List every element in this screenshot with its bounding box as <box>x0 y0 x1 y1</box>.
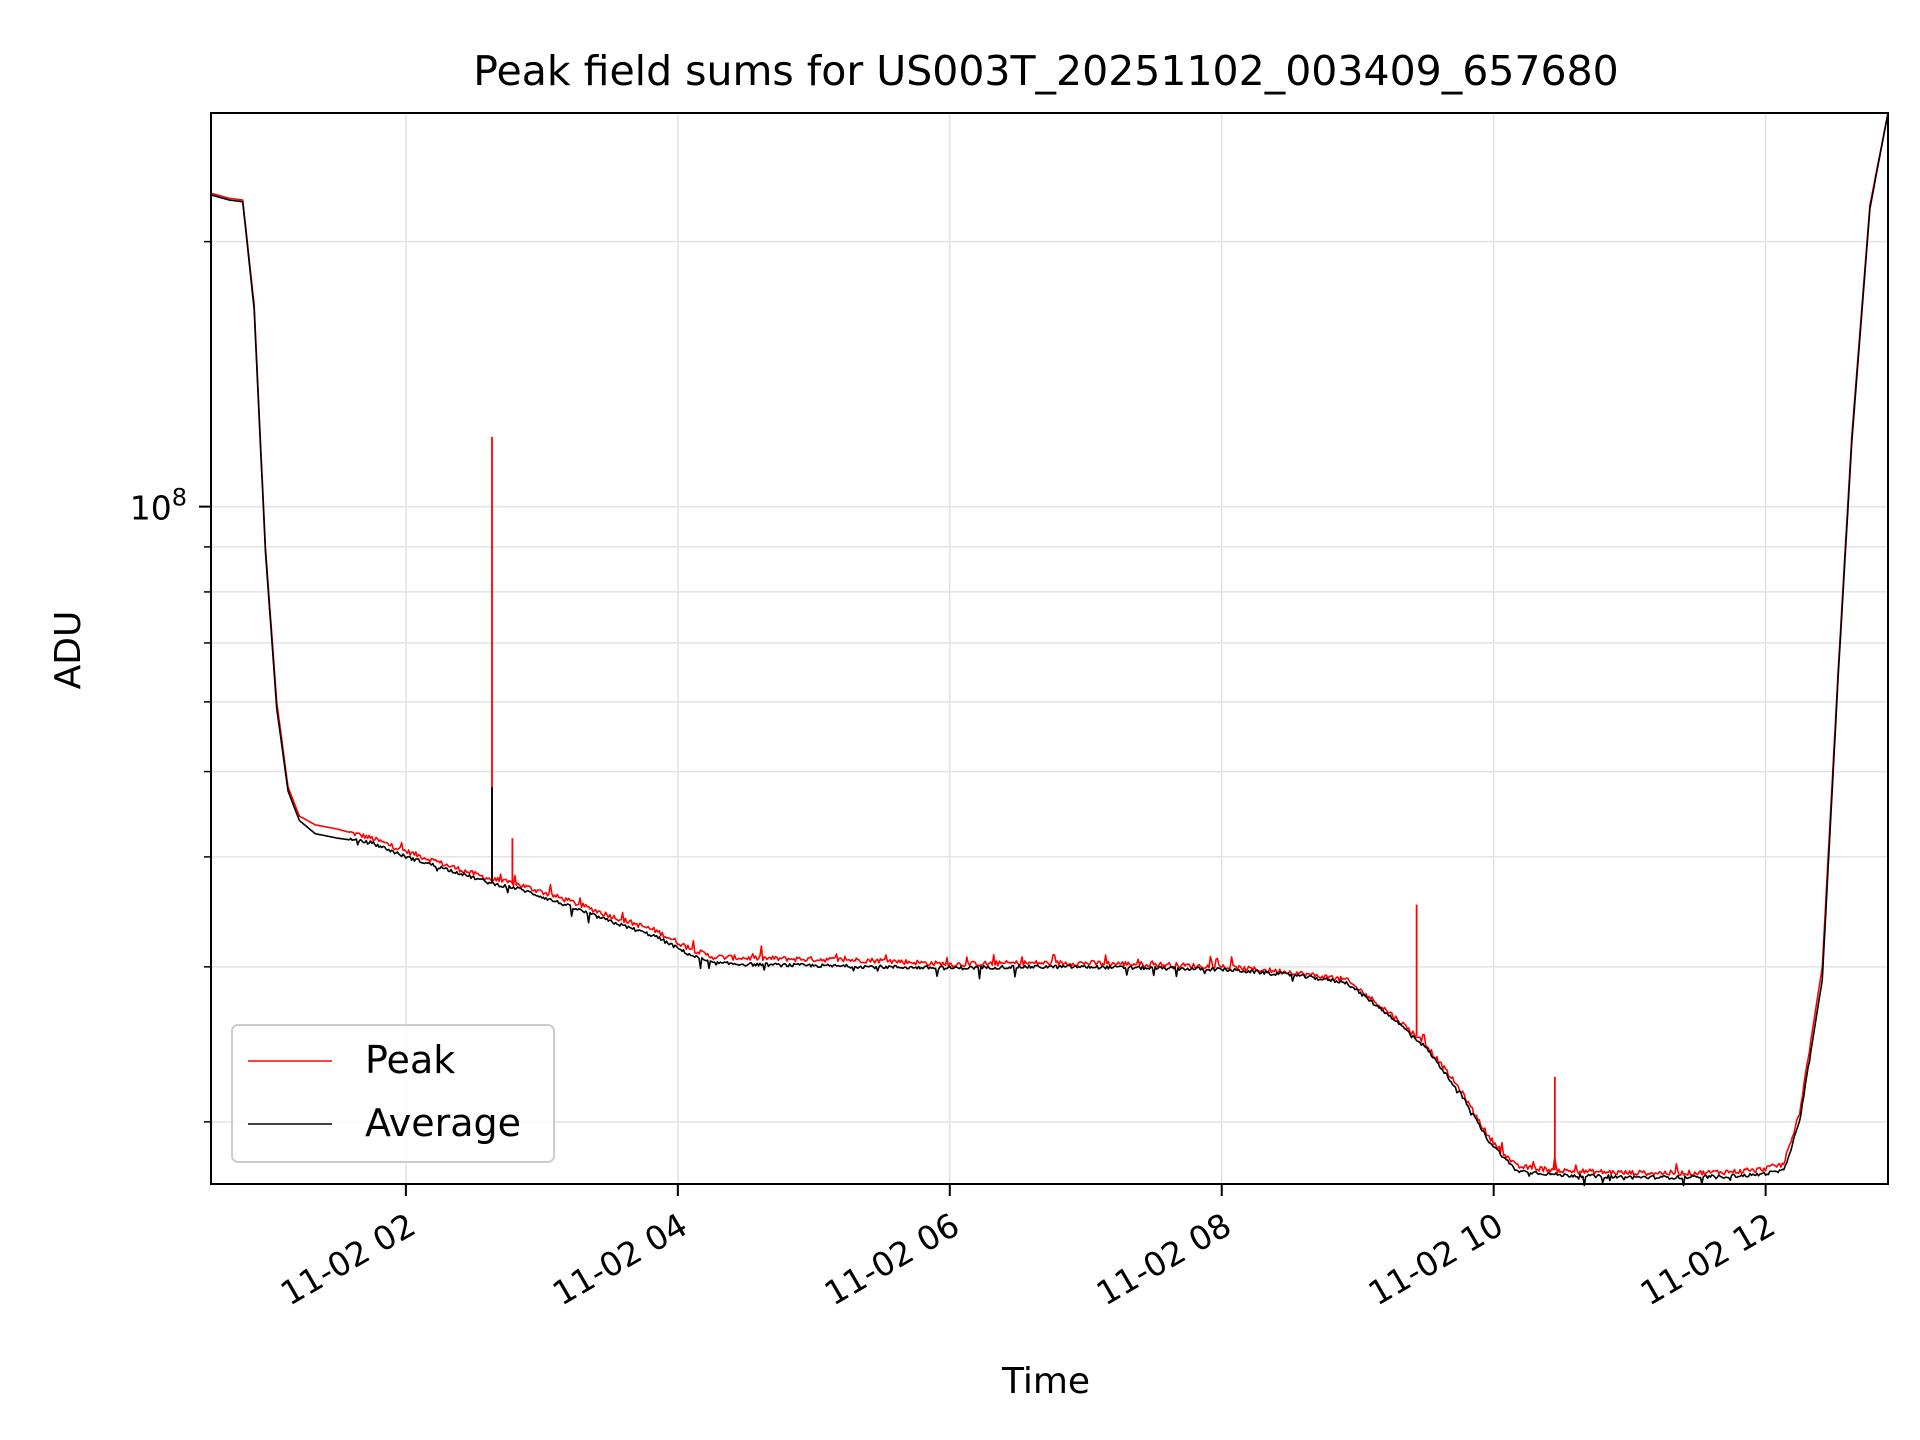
legend-label-peak: Peak <box>365 1038 455 1082</box>
legend-box <box>231 1024 555 1163</box>
y-axis-label: ADU <box>48 611 89 690</box>
axes-frame <box>210 112 1889 1185</box>
x-axis-label: Time <box>1001 1361 1090 1402</box>
legend-label-average: Average <box>365 1101 521 1145</box>
series-layer <box>210 112 1889 1187</box>
x-tick-label: 11-02 02 <box>274 1205 422 1313</box>
legend: Peak Average <box>231 1024 555 1163</box>
x-tick-label: 11-02 08 <box>1090 1205 1238 1313</box>
y-tick-label: 108 <box>130 484 187 528</box>
series-line-average <box>210 112 1889 1187</box>
chart-title: Peak field sums for US003T_20251102_0034… <box>473 47 1619 95</box>
grid <box>211 113 1888 1184</box>
series-line-peak <box>210 112 1889 1177</box>
x-tick-label: 11-02 12 <box>1634 1205 1782 1313</box>
x-tick-label: 11-02 06 <box>818 1205 966 1313</box>
x-tick-label: 11-02 04 <box>546 1205 694 1313</box>
x-tick-label: 11-02 10 <box>1362 1205 1510 1313</box>
